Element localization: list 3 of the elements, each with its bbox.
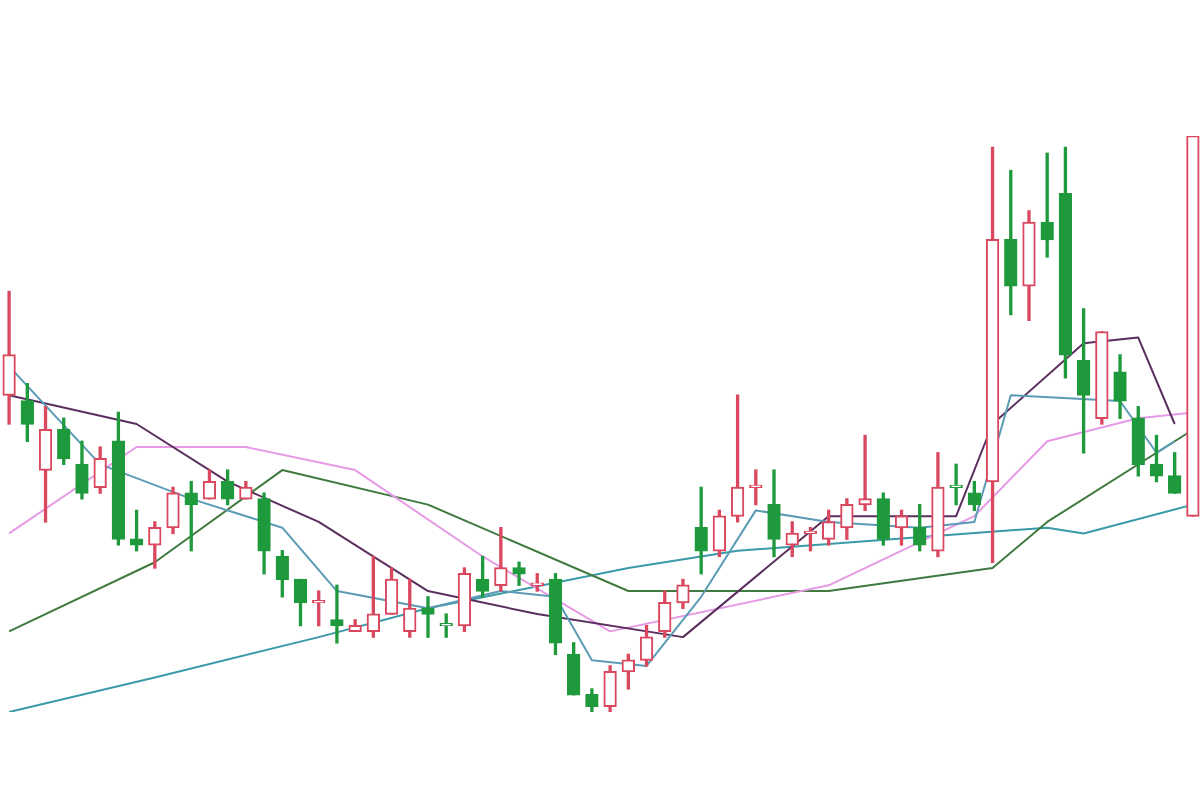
candlestick	[858, 434, 872, 512]
candlestick	[330, 584, 344, 644]
candlestick	[421, 596, 435, 638]
